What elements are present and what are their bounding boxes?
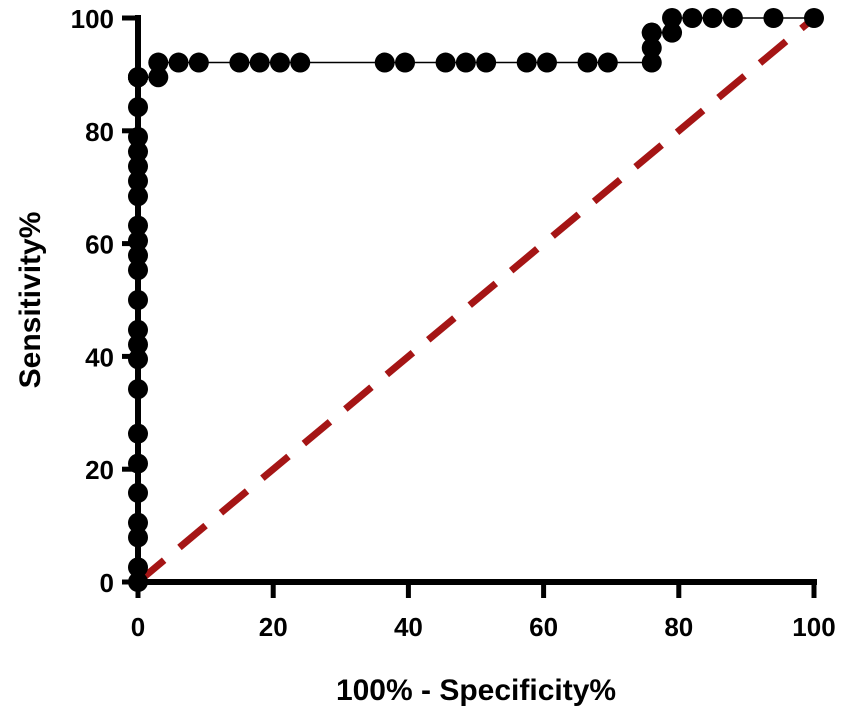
roc-point [290, 52, 311, 73]
roc-point [722, 8, 743, 28]
roc-point [516, 52, 537, 73]
roc-point [249, 52, 270, 73]
roc-point [269, 52, 290, 73]
roc-point [476, 52, 497, 73]
y-tick-label: 100 [71, 4, 114, 34]
roc-point [188, 52, 209, 73]
y-tick-label: 20 [85, 455, 114, 485]
roc-point [682, 8, 703, 28]
roc-point [148, 67, 169, 88]
x-tick-label: 80 [664, 612, 693, 642]
x-tick-label: 60 [529, 612, 558, 642]
roc-point [577, 52, 598, 73]
reference-line-layer [135, 15, 817, 585]
roc-point [662, 8, 683, 28]
x-tick-label: 0 [131, 612, 145, 642]
y-tick-label: 80 [85, 117, 114, 147]
roc-point [229, 52, 250, 73]
roc-point [536, 52, 557, 73]
roc-point [804, 8, 824, 28]
y-tick-label: 0 [100, 568, 114, 598]
roc-point [641, 52, 662, 73]
x-tick-label: 20 [259, 612, 288, 642]
x-ticks: 0 20 40 60 80 100 [131, 582, 836, 642]
roc-point [455, 52, 476, 73]
roc-point [395, 52, 416, 73]
roc-point [168, 52, 189, 73]
roc-point [641, 37, 662, 58]
y-tick-label: 40 [85, 342, 114, 372]
y-axis-title: Sensitivity% [14, 212, 47, 389]
reference-diagonal-line [135, 15, 817, 585]
roc-point [641, 22, 662, 43]
roc-point [435, 52, 456, 73]
axes [135, 15, 817, 585]
roc-point [374, 52, 395, 73]
roc-point [662, 22, 683, 43]
roc-point [702, 8, 723, 28]
roc-point [148, 52, 169, 73]
roc-point [597, 52, 618, 73]
y-ticks: 0 20 40 60 80 100 [71, 4, 138, 598]
roc-point [763, 8, 784, 28]
x-tick-label: 40 [394, 612, 423, 642]
y-tick-label: 60 [85, 230, 114, 260]
x-tick-label: 100 [792, 612, 835, 642]
x-axis-title: 100% - Specificity% [336, 674, 616, 707]
